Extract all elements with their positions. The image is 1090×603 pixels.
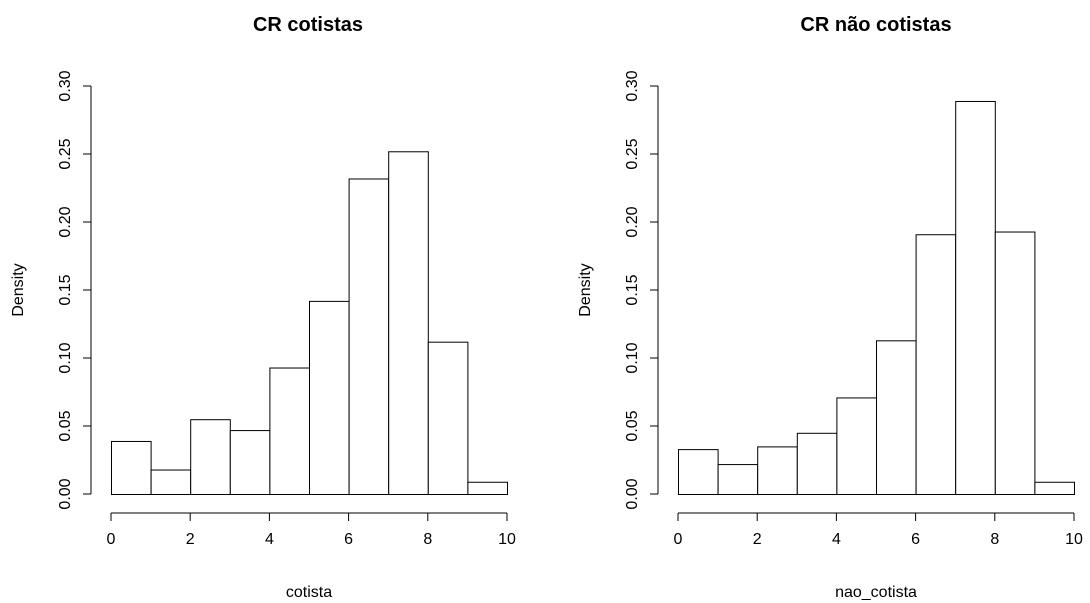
x-axis-label: nao_cotista [835, 584, 917, 601]
y-tick-label: 0.20 [57, 206, 74, 237]
x-tick-label: 4 [832, 531, 841, 548]
histogram-bar [836, 397, 878, 495]
y-tick-label: 0.10 [57, 342, 74, 373]
histogram-bar [678, 449, 719, 495]
histogram-bar [757, 446, 798, 495]
panel-2: CR não cotistas 0 2 4 6 8 10 0.00 0.05 0.10 0.15 0.… [577, 14, 1083, 601]
x-tick-label: 10 [498, 531, 516, 548]
histogram-bar [111, 440, 152, 495]
y-axis-label: Density [10, 263, 27, 316]
histogram-bar [229, 430, 271, 495]
histogram-bar [915, 234, 957, 496]
y-tick-label: 0.25 [624, 138, 641, 169]
y-tick-label: 0.00 [57, 478, 74, 509]
y-tick-label: 0.00 [624, 478, 641, 509]
histogram-bar [955, 100, 996, 496]
chart-title: CR não cotistas [800, 14, 951, 36]
histogram-bar [876, 340, 917, 495]
y-tick-label: 0.30 [624, 70, 641, 101]
x-tick-label: 0 [674, 531, 683, 548]
chart-title: CR cotistas [253, 14, 363, 36]
x-tick-label: 10 [1065, 531, 1083, 548]
x-tick-label: 8 [990, 531, 999, 548]
histogram-bar [796, 432, 838, 495]
histogram-bar [150, 469, 192, 495]
y-tick-label: 0.10 [624, 342, 641, 373]
histogram-bar [467, 481, 508, 496]
y-tick-label: 0.05 [57, 410, 74, 441]
histogram-bar [388, 151, 429, 495]
y-tick-label: 0.30 [57, 70, 74, 101]
x-tick-label: 2 [753, 531, 762, 548]
x-tick-label: 6 [911, 531, 920, 548]
histogram-bar [1034, 481, 1076, 496]
histogram-bar [717, 464, 759, 495]
histogram-bar [348, 178, 390, 495]
y-tick-label: 0.05 [624, 410, 641, 441]
y-tick-label: 0.15 [57, 274, 74, 305]
histogram-bar [269, 367, 310, 495]
x-tick-label: 0 [107, 531, 116, 548]
x-tick-label: 2 [186, 531, 195, 548]
panel-1: CR cotistas 0 2 4 6 8 10 0.00 0.05 0.10 0.15 0.20 0.… [10, 14, 516, 601]
x-axis-label: cotista [286, 584, 332, 601]
histogram-bar [190, 419, 231, 496]
y-tick-label: 0.25 [57, 138, 74, 169]
y-tick-label: 0.15 [624, 274, 641, 305]
x-tick-label: 4 [265, 531, 274, 548]
x-tick-label: 6 [344, 531, 353, 548]
histogram-bar [994, 231, 1036, 496]
y-tick-label: 0.20 [624, 206, 641, 237]
y-axis-label: Density [577, 263, 594, 316]
histogram-bar [427, 341, 469, 495]
histogram-bar [309, 300, 350, 495]
x-tick-label: 8 [423, 531, 432, 548]
